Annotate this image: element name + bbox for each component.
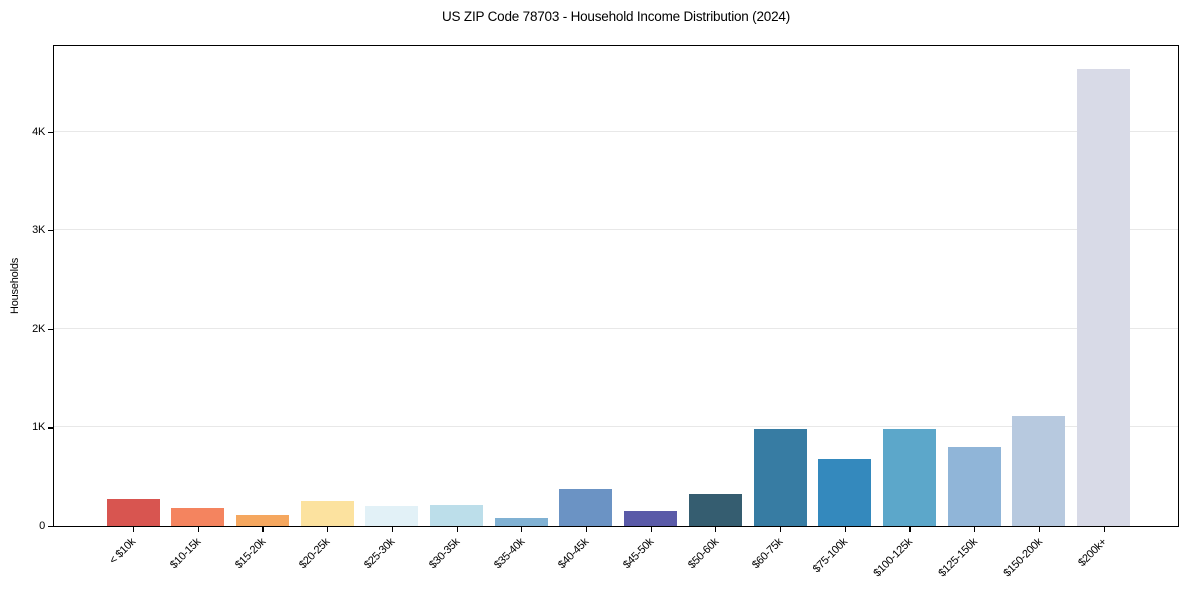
x-tick-mark: [1038, 527, 1040, 532]
x-tick-label: $150-200k: [1000, 536, 1045, 580]
x-tick-label: $25-30k: [362, 536, 398, 572]
bar-$50-60k: [688, 493, 742, 526]
x-tick-mark: [197, 527, 199, 532]
x-tick-label: < $10k: [107, 536, 139, 567]
bar-$25-30k: [365, 506, 419, 526]
x-tick-mark: [391, 527, 393, 532]
x-tick-mark: [974, 527, 976, 532]
gridline-2K: [54, 327, 1178, 329]
bar-$60-75k: [753, 429, 807, 526]
x-tick-mark: [456, 527, 458, 532]
bar-$40-45k: [559, 488, 613, 526]
bar-$100-125k: [882, 429, 936, 526]
x-tick-mark: [715, 527, 717, 532]
bar-$200k+: [1077, 68, 1130, 526]
bar-$35-40k: [494, 518, 548, 526]
bar-$75-100k: [818, 459, 872, 526]
bar-$150-200k: [1012, 415, 1066, 526]
x-tick-mark: [133, 527, 135, 532]
chart-title: US ZIP Code 78703 - Household Income Dis…: [442, 9, 790, 24]
x-tick-label: $10-15k: [168, 536, 204, 572]
y-tick-mark: [48, 131, 53, 133]
x-tick-label: $200k+: [1076, 536, 1109, 569]
x-tick-mark: [262, 527, 264, 532]
y-tick-mark: [48, 328, 53, 331]
x-tick-mark: [585, 527, 588, 532]
x-tick-label: $15-20k: [232, 536, 268, 572]
bar-$125-150k: [947, 447, 1001, 526]
gridline-1K: [54, 426, 1178, 428]
plot-area: [53, 45, 1179, 527]
y-tick-label: 0: [39, 520, 45, 532]
y-tick-label: 1K: [32, 421, 45, 434]
y-tick-mark: [48, 526, 53, 528]
bar-$20-25k: [300, 501, 354, 526]
y-tick-label: 2K: [32, 322, 45, 335]
gridline-4K: [54, 130, 1178, 132]
x-tick-label: $60-75k: [750, 536, 786, 572]
bar-$30-35k: [430, 504, 483, 526]
y-tick-label: 4K: [32, 125, 45, 138]
bar-$45-50k: [624, 511, 678, 526]
y-tick-mark: [48, 230, 53, 232]
x-tick-mark: [327, 527, 329, 532]
x-tick-mark: [650, 527, 652, 532]
gridline-3K: [54, 229, 1178, 231]
x-tick-label: $50-60k: [685, 536, 721, 572]
x-tick-label: $45-50k: [620, 536, 657, 572]
bar-$10-15k: [171, 508, 225, 526]
bar-< $10k: [106, 498, 160, 526]
x-tick-label: $40-45k: [556, 536, 592, 572]
x-tick-label: $75-100k: [810, 536, 851, 576]
x-tick-mark: [780, 527, 782, 532]
x-tick-mark: [1103, 527, 1105, 532]
bar-$15-20k: [235, 515, 289, 526]
x-tick-label: $30-35k: [426, 536, 462, 572]
x-tick-mark: [909, 527, 911, 532]
x-tick-mark: [844, 527, 846, 532]
x-tick-label: $35-40k: [491, 536, 527, 572]
y-axis-label: Households: [9, 257, 21, 315]
x-tick-mark: [521, 527, 523, 532]
x-tick-label: $20-25k: [297, 536, 333, 572]
x-tick-label: $125-150k: [936, 536, 980, 580]
x-tick-label: $100-125k: [871, 536, 915, 580]
y-tick-mark: [48, 427, 53, 429]
y-tick-label: 3K: [32, 224, 45, 237]
